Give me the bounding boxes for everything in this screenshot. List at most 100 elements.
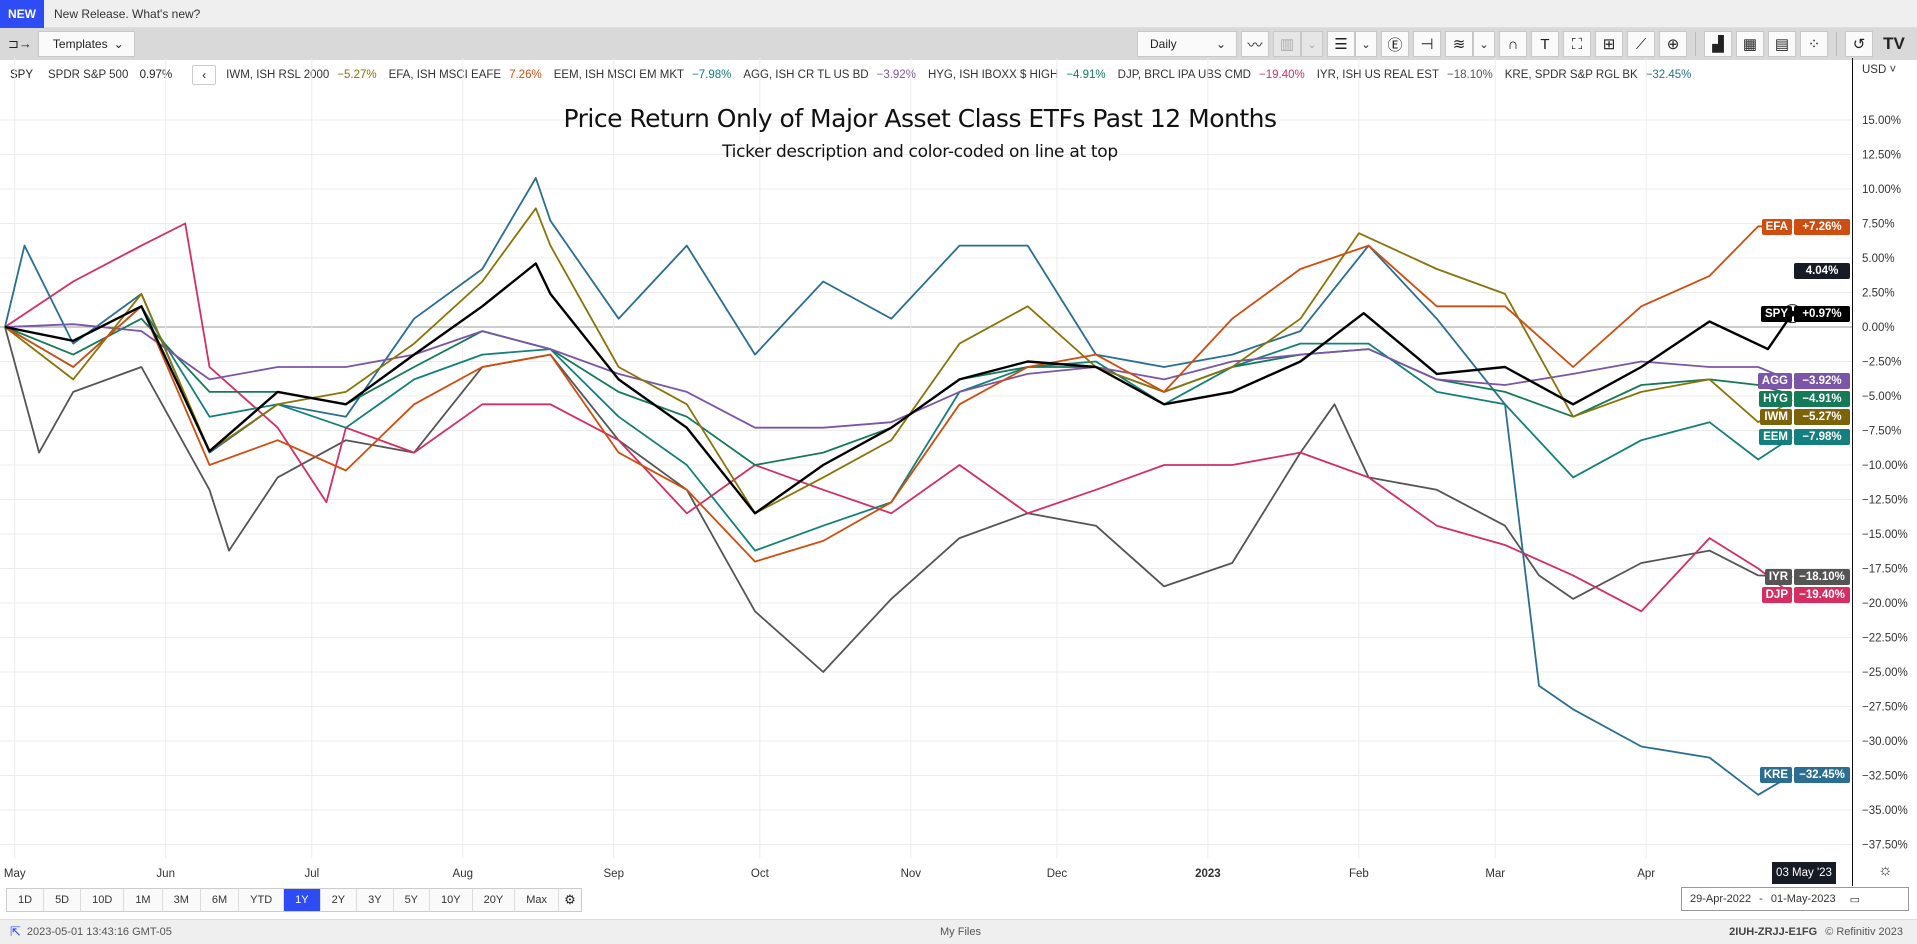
range-button-max[interactable]: Max <box>515 889 559 911</box>
range-button-10y[interactable]: 10Y <box>430 889 473 911</box>
x-tick-label: Jul <box>304 868 319 880</box>
range-button-5d[interactable]: 5D <box>44 889 82 911</box>
range-button-1d[interactable]: 1D <box>7 889 45 911</box>
price-tag-value: −3.92% <box>1794 373 1850 390</box>
range-button-20y[interactable]: 20Y <box>473 889 516 911</box>
price-tag-value: 4.04% <box>1794 263 1850 280</box>
range-button-3m[interactable]: 3M <box>163 889 201 911</box>
legend-item[interactable]: AGG, ISH CR TL US BD −3.92% <box>737 69 922 81</box>
chart-title: Price Return Only of Major Asset Class E… <box>563 104 1277 133</box>
range-button-10d[interactable]: 10D <box>81 889 125 911</box>
legend-item[interactable]: IWM, ISH RSL 2000 −5.27% <box>220 69 382 81</box>
legend-value: −5.27% <box>337 69 377 81</box>
x-tick-label: Feb <box>1349 868 1369 880</box>
y-tick-label: 7.50% <box>1862 219 1895 231</box>
magnet-icon[interactable]: ∩ <box>1499 31 1527 57</box>
zoom-icon[interactable]: ⊕ <box>1659 31 1687 57</box>
price-tag-iyr: IYR −18.10% <box>1764 568 1850 585</box>
y-tick-label: −2.50% <box>1862 357 1901 369</box>
date-to: 01-May-2023 <box>1770 893 1836 905</box>
price-tag-iwm: IWM −5.27% <box>1760 409 1850 426</box>
table-icon[interactable]: ▦ <box>1736 31 1764 57</box>
chevron-down-icon[interactable]: ⌄ <box>1473 31 1495 57</box>
price-tag-name: HYG <box>1759 391 1792 408</box>
events-icon[interactable]: Ⓔ <box>1381 31 1409 57</box>
currency-select[interactable]: USD ˅ <box>1862 64 1897 76</box>
range-button-5y[interactable]: 5Y <box>394 889 431 911</box>
studies-icon[interactable]: ≋ <box>1445 31 1473 57</box>
chevron-down-icon[interactable]: ⌄ <box>1301 31 1323 57</box>
line-chart[interactable]: 15.00% 12.50% 10.00% 7.50% 5.00% 2.50% 0.00% −2… <box>0 58 1917 886</box>
range-button-6m[interactable]: 6M <box>201 889 240 911</box>
series-line-djp[interactable] <box>4 222 1793 613</box>
legend-name: EFA, ISH MSCI EAFE <box>388 69 502 81</box>
price-tag-value: −7.98% <box>1794 429 1850 446</box>
series-line-iwm[interactable] <box>4 207 1793 515</box>
templates-dropdown[interactable]: Templates ⌄ <box>37 31 135 57</box>
legend-collapse-button[interactable]: ‹ <box>192 65 217 85</box>
series-line-efa[interactable] <box>4 225 1793 563</box>
chevron-down-icon[interactable]: ⌄ <box>1355 31 1377 57</box>
price-tag-name: SPY <box>1760 305 1792 322</box>
interval-select[interactable]: Daily ⌄ <box>1137 31 1237 57</box>
y-tick-label: 15.00% <box>1862 115 1901 127</box>
legend-item[interactable]: EFA, ISH MSCI EAFE 7.26% <box>383 69 548 81</box>
price-tag-value: −18.10% <box>1794 568 1850 585</box>
toggle-panel-icon[interactable]: ⊐→ <box>8 36 32 51</box>
axis-settings-icon[interactable]: ☼ <box>1878 862 1893 879</box>
series-line-kre[interactable] <box>4 177 1793 796</box>
chevron-down-icon: ⌄ <box>1215 37 1226 51</box>
reset-icon[interactable]: ↺ <box>1845 31 1873 57</box>
price-tag-value: +7.26% <box>1794 218 1850 235</box>
price-tag-value: −5.27% <box>1794 409 1850 426</box>
series-line-agg[interactable] <box>4 323 1793 429</box>
list-icon[interactable]: ☰ <box>1327 31 1355 57</box>
series-line-eem[interactable] <box>4 305 1793 552</box>
series-line-hyg[interactable] <box>4 317 1793 466</box>
legend-name: IYR, ISH US REAL EST <box>1316 69 1440 81</box>
range-button-2y[interactable]: 2Y <box>321 889 358 911</box>
measure-icon[interactable]: ⊞ <box>1595 31 1623 57</box>
select-rect-icon[interactable]: ⛶ <box>1563 31 1591 57</box>
legend-item[interactable]: KRE, SPDR S&P RGL BK −32.45% <box>1499 69 1698 81</box>
series-line-spy[interactable] <box>4 262 1794 515</box>
interval-label: Daily <box>1150 37 1177 51</box>
y-tick-label: 2.50% <box>1862 288 1895 300</box>
date-range-picker[interactable]: 29-Apr-2022 - 01-May-2023 ▭ <box>1681 887 1909 911</box>
line-chart-icon[interactable]: 〰 <box>1241 31 1269 57</box>
news-icon[interactable]: ▤ <box>1768 31 1796 57</box>
y-tick-label: −10.00% <box>1862 460 1908 472</box>
legend-name: EEM, ISH MSCI EM MKT <box>553 69 685 81</box>
legend-primary[interactable]: SPY SPDR S&P 500 0.97% <box>0 69 178 81</box>
legend-value: 7.26% <box>509 69 542 81</box>
bar-style-icon[interactable]: ▥ <box>1273 31 1301 57</box>
y-tick-label: −25.00% <box>1862 667 1908 679</box>
range-button-1m[interactable]: 1M <box>124 889 163 911</box>
x-tick-label: Mar <box>1485 868 1505 880</box>
price-tag-kre: KRE −32.45% <box>1759 766 1850 783</box>
series-line-iyr[interactable] <box>4 326 1793 673</box>
draw-icon[interactable]: ⟋ <box>1627 31 1655 57</box>
legend-item[interactable]: DJP, BRCL IPA UBS CMD −19.40% <box>1112 69 1311 81</box>
y-tick-label: 0.00% <box>1862 322 1895 334</box>
legend-value: −18.10% <box>1447 69 1493 81</box>
my-files-link[interactable]: My Files <box>940 926 981 938</box>
whats-new-link[interactable]: New Release. What's new? <box>54 6 201 21</box>
text-icon[interactable]: T <box>1531 31 1559 57</box>
x-tick-label: Nov <box>901 868 922 880</box>
range-button-3y[interactable]: 3Y <box>357 889 394 911</box>
legend-name: AGG, ISH CR TL US BD <box>743 69 869 81</box>
range-settings-icon[interactable]: ⚙ <box>564 892 576 907</box>
legend-item[interactable]: HYG, ISH IBOXX $ HIGH −4.91% <box>922 69 1112 81</box>
y-tick-label: −30.00% <box>1862 736 1908 748</box>
range-button-ytd[interactable]: YTD <box>239 889 285 911</box>
y-tick-label: −35.00% <box>1862 805 1908 817</box>
y-tick-label: −32.50% <box>1862 771 1908 783</box>
price-tag-name: EEM <box>1759 429 1792 446</box>
scatter-icon[interactable]: ⁘ <box>1800 31 1828 57</box>
range-button-1y[interactable]: 1Y <box>284 889 321 911</box>
crosshair-icon[interactable]: ⊣ <box>1413 31 1441 57</box>
legend-item[interactable]: IYR, ISH US REAL EST −18.10% <box>1311 69 1499 81</box>
legend-item[interactable]: EEM, ISH MSCI EM MKT −7.98% <box>548 69 738 81</box>
indicators-icon[interactable]: ▟ <box>1704 31 1732 57</box>
